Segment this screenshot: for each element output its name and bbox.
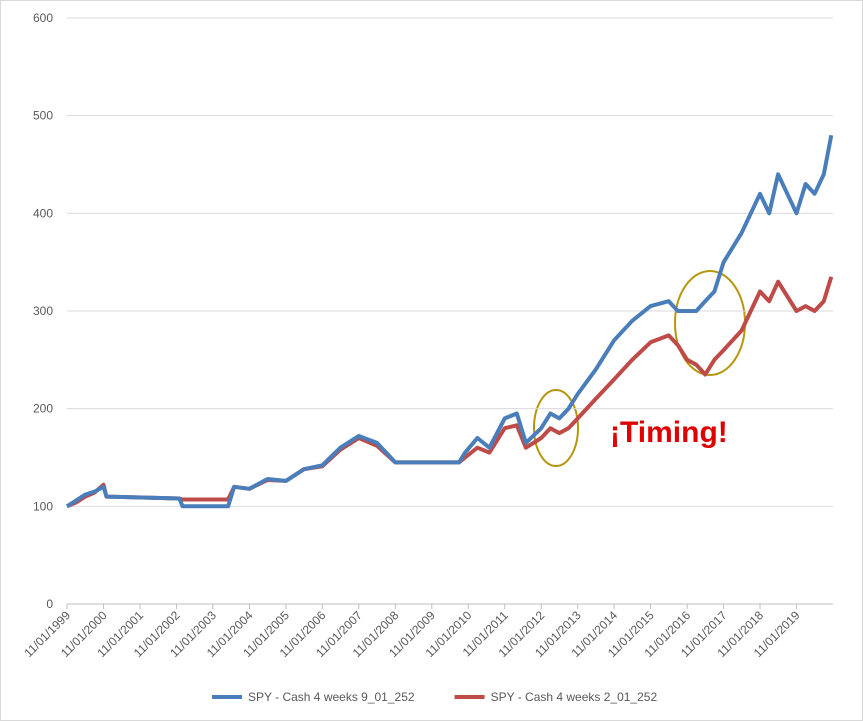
highlight-ellipse: [533, 389, 579, 467]
legend-label: SPY - Cash 4 weeks 9_01_252: [248, 690, 415, 704]
y-tick-label: 0: [46, 597, 53, 611]
y-tick-label: 200: [33, 402, 53, 416]
y-tick-label: 100: [33, 499, 53, 513]
line-series: [65, 134, 834, 509]
y-tick-label: 600: [33, 11, 53, 25]
y-tick-label: 500: [33, 109, 53, 123]
legend-label: SPY - Cash 4 weeks 2_01_252: [491, 690, 658, 704]
y-tick-label: 300: [33, 304, 53, 318]
annotation: ¡Timing!: [610, 416, 728, 449]
y-tick-label: 400: [33, 206, 53, 220]
